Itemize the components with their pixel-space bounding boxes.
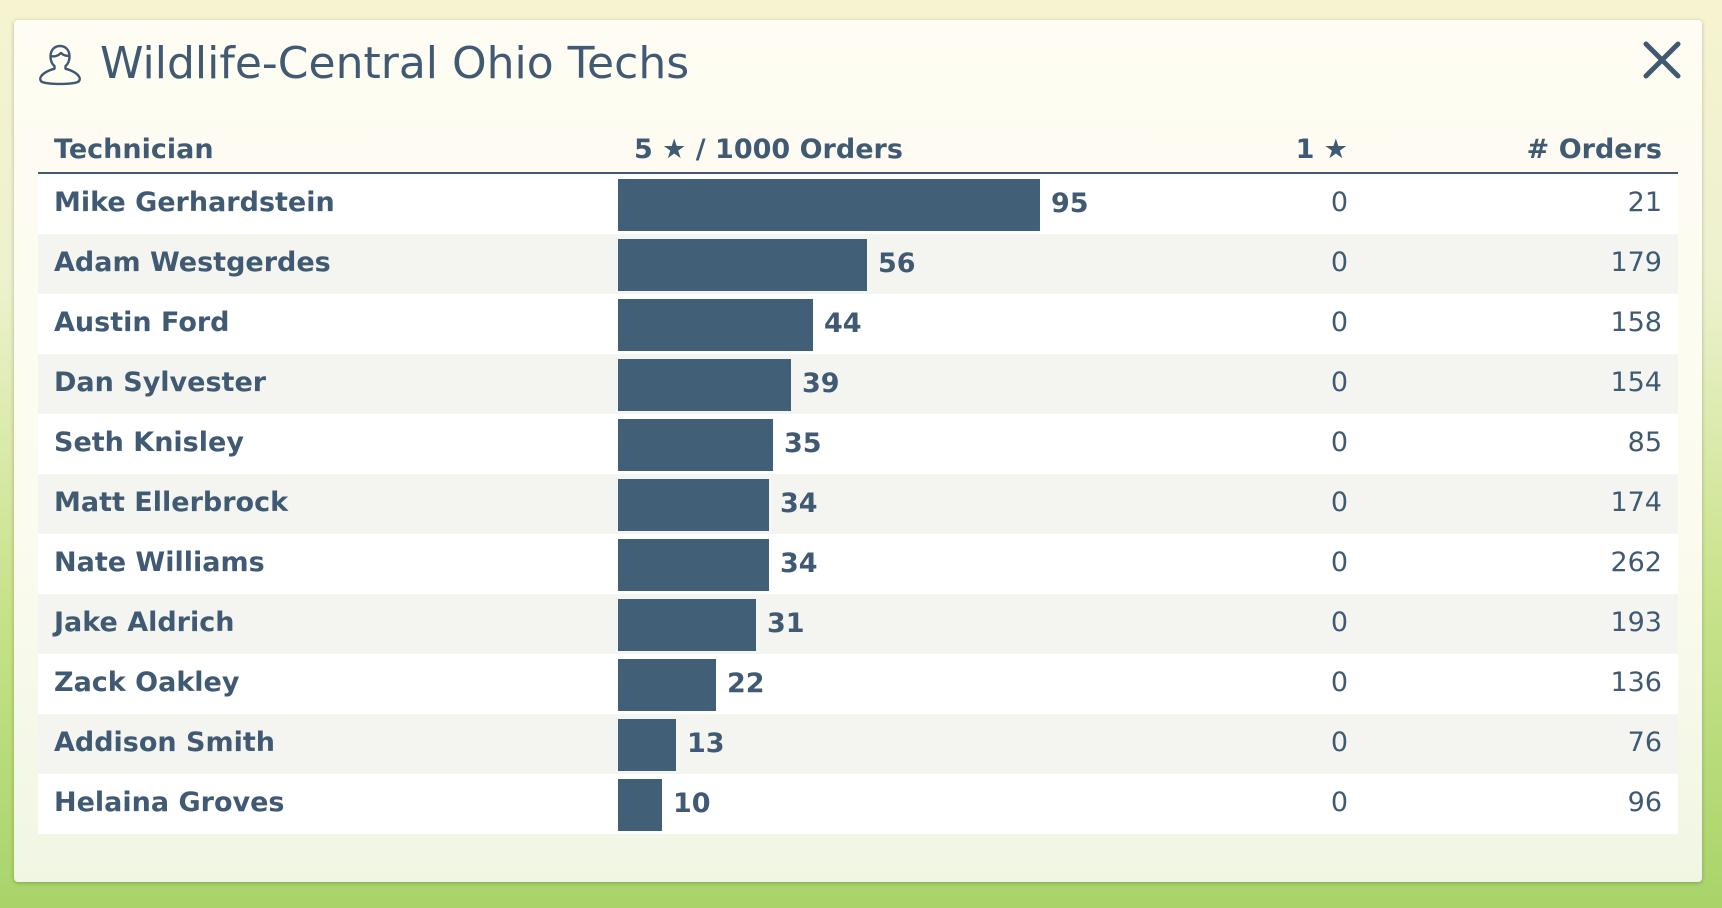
table-row[interactable]: Seth Knisley 35 0 85 [38, 414, 1678, 474]
technician-name: Austin Ford [54, 307, 230, 338]
technicians-table: Technician 5 ★ / 1000 Orders 1 ★ # Order… [38, 126, 1678, 834]
one-star-count: 0 [1330, 307, 1348, 338]
table-row[interactable]: Addison Smith 13 0 76 [38, 714, 1678, 774]
rating-bar [618, 419, 773, 471]
dialog-header: Wildlife-Central Ohio Techs [14, 20, 1702, 130]
one-star-count: 0 [1330, 187, 1348, 218]
rating-bar [618, 539, 769, 591]
rating-bar [618, 599, 756, 651]
technicians-dialog: Wildlife-Central Ohio Techs Technician 5… [14, 20, 1702, 882]
rating-bar [618, 179, 1040, 231]
order-count: 262 [1610, 547, 1662, 578]
user-icon [39, 44, 81, 86]
column-header-one-star[interactable]: 1 ★ [1295, 134, 1348, 165]
column-header-orders[interactable]: # Orders [1526, 134, 1662, 165]
column-header-technician[interactable]: Technician [54, 134, 214, 165]
order-count: 179 [1610, 247, 1662, 278]
rating-bar [618, 299, 813, 351]
technician-name: Seth Knisley [54, 427, 244, 458]
rating-bar [618, 359, 791, 411]
order-count: 21 [1627, 187, 1662, 218]
technician-name: Matt Ellerbrock [54, 487, 289, 518]
table-row[interactable]: Jake Aldrich 31 0 193 [38, 594, 1678, 654]
rating-bar [618, 479, 769, 531]
table-row[interactable]: Mike Gerhardstein 95 0 21 [38, 174, 1678, 234]
technician-name: Addison Smith [54, 727, 276, 758]
technician-name: Jake Aldrich [54, 607, 235, 638]
table-row[interactable]: Austin Ford 44 0 158 [38, 294, 1678, 354]
column-header-rating[interactable]: 5 ★ / 1000 Orders [634, 134, 903, 165]
rating-bar [618, 659, 716, 711]
one-star-count: 0 [1330, 667, 1348, 698]
rating-value: 34 [780, 488, 818, 519]
rating-value: 95 [1051, 188, 1089, 219]
rating-value: 34 [780, 548, 818, 579]
one-star-count: 0 [1330, 787, 1348, 818]
table-row[interactable]: Helaina Groves 10 0 96 [38, 774, 1678, 834]
order-count: 174 [1610, 487, 1662, 518]
rating-value: 44 [824, 308, 862, 339]
rating-value: 31 [767, 608, 805, 639]
rating-bar [618, 719, 676, 771]
technician-name: Nate Williams [54, 547, 265, 578]
technician-name: Dan Sylvester [54, 367, 267, 398]
table-header: Technician 5 ★ / 1000 Orders 1 ★ # Order… [38, 126, 1678, 174]
order-count: 85 [1627, 427, 1662, 458]
order-count: 154 [1610, 367, 1662, 398]
order-count: 193 [1610, 607, 1662, 638]
rating-bar [618, 239, 867, 291]
rating-value: 10 [673, 788, 711, 819]
one-star-count: 0 [1330, 367, 1348, 398]
table-row[interactable]: Nate Williams 34 0 262 [38, 534, 1678, 594]
one-star-count: 0 [1330, 487, 1348, 518]
one-star-count: 0 [1330, 247, 1348, 278]
rating-value: 13 [687, 728, 725, 759]
one-star-count: 0 [1330, 547, 1348, 578]
technician-name: Mike Gerhardstein [54, 187, 335, 218]
rating-bar [618, 779, 662, 831]
order-count: 96 [1627, 787, 1662, 818]
technician-name: Zack Oakley [54, 667, 240, 698]
table-row[interactable]: Dan Sylvester 39 0 154 [38, 354, 1678, 414]
order-count: 76 [1627, 727, 1662, 758]
one-star-count: 0 [1330, 607, 1348, 638]
table-body: Mike Gerhardstein 95 0 21 Adam Westgerdes 56 0… [38, 174, 1678, 834]
order-count: 158 [1610, 307, 1662, 338]
order-count: 136 [1610, 667, 1662, 698]
rating-value: 39 [802, 368, 840, 399]
table-row[interactable]: Adam Westgerdes 56 0 179 [38, 234, 1678, 294]
technician-name: Adam Westgerdes [54, 247, 331, 278]
table-row[interactable]: Zack Oakley 22 0 136 [38, 654, 1678, 714]
table-row[interactable]: Matt Ellerbrock 34 0 174 [38, 474, 1678, 534]
rating-value: 35 [784, 428, 822, 459]
one-star-count: 0 [1330, 727, 1348, 758]
one-star-count: 0 [1330, 427, 1348, 458]
technician-name: Helaina Groves [54, 787, 285, 818]
dialog-title: Wildlife-Central Ohio Techs [100, 38, 690, 89]
rating-value: 56 [878, 248, 916, 279]
close-icon[interactable] [1640, 38, 1684, 82]
rating-value: 22 [727, 668, 765, 699]
